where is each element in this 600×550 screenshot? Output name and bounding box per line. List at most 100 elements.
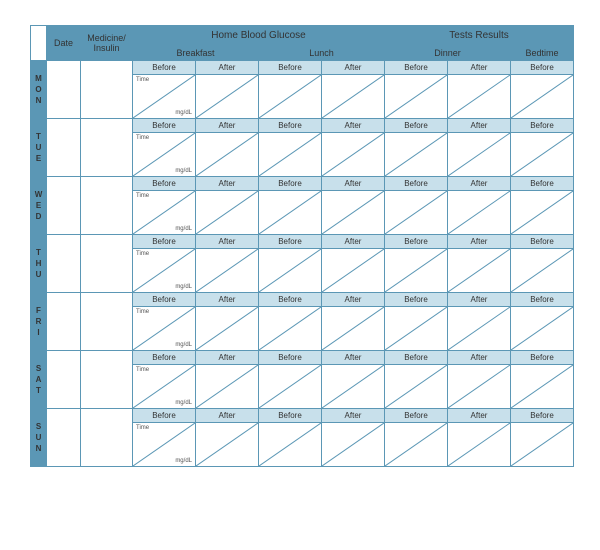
glucose-cell[interactable] [385, 307, 448, 351]
glucose-cell[interactable] [322, 249, 385, 293]
glucose-cell[interactable] [448, 249, 511, 293]
sub-after: After [448, 293, 511, 307]
date-cell-wed[interactable] [47, 177, 81, 235]
sub-after: After [322, 119, 385, 133]
date-cell-sat[interactable] [47, 351, 81, 409]
glucose-cell[interactable]: Timemg/dL [133, 191, 196, 235]
glucose-cell[interactable] [259, 191, 322, 235]
glucose-cell[interactable] [448, 75, 511, 119]
glucose-cell[interactable] [196, 365, 259, 409]
glucose-cell[interactable] [259, 249, 322, 293]
glucose-cell[interactable] [448, 365, 511, 409]
date-cell-sun[interactable] [47, 409, 81, 467]
sub-before: Before [133, 409, 196, 423]
glucose-cell[interactable]: Timemg/dL [133, 423, 196, 467]
glucose-cell[interactable] [259, 423, 322, 467]
unit-label: mg/dL [175, 284, 192, 290]
sub-before: Before [133, 177, 196, 191]
header-dinner: Dinner [385, 46, 511, 61]
glucose-cell[interactable] [322, 191, 385, 235]
glucose-cell[interactable] [259, 133, 322, 177]
sub-before: Before [259, 293, 322, 307]
glucose-cell[interactable] [385, 133, 448, 177]
glucose-cell[interactable] [196, 307, 259, 351]
glucose-cell[interactable] [322, 307, 385, 351]
medicine-cell-tue[interactable] [81, 119, 133, 177]
sub-after: After [196, 409, 259, 423]
date-cell-mon[interactable] [47, 61, 81, 119]
glucose-log-table: Date Medicine/ Insulin Home Blood Glucos… [30, 25, 574, 467]
glucose-cell[interactable]: Timemg/dL [133, 249, 196, 293]
sub-before: Before [385, 293, 448, 307]
header-date: Date [47, 26, 81, 61]
sub-before: Before [259, 235, 322, 249]
sub-before: Before [133, 351, 196, 365]
sub-before: Before [259, 61, 322, 75]
header-breakfast: Breakfast [133, 46, 259, 61]
glucose-cell[interactable] [511, 191, 574, 235]
sub-after: After [322, 351, 385, 365]
sub-before: Before [133, 293, 196, 307]
glucose-cell[interactable]: Timemg/dL [133, 307, 196, 351]
sub-after: After [448, 409, 511, 423]
glucose-cell[interactable]: Timemg/dL [133, 133, 196, 177]
glucose-cell[interactable] [385, 191, 448, 235]
header-medicine: Medicine/ Insulin [81, 26, 133, 61]
glucose-cell[interactable] [196, 75, 259, 119]
glucose-cell[interactable] [511, 133, 574, 177]
sub-before: Before [385, 409, 448, 423]
corner-blank [31, 26, 47, 61]
glucose-cell[interactable] [322, 75, 385, 119]
medicine-cell-thu[interactable] [81, 235, 133, 293]
glucose-cell[interactable] [196, 191, 259, 235]
glucose-cell[interactable]: Timemg/dL [133, 75, 196, 119]
sub-before: Before [259, 177, 322, 191]
date-cell-fri[interactable] [47, 293, 81, 351]
day-wed: WED [31, 177, 47, 235]
glucose-cell[interactable] [511, 249, 574, 293]
medicine-cell-mon[interactable] [81, 61, 133, 119]
glucose-cell[interactable] [196, 133, 259, 177]
title-home-glucose: Home Blood Glucose [133, 26, 385, 46]
sub-before: Before [133, 61, 196, 75]
medicine-cell-sun[interactable] [81, 409, 133, 467]
sub-before: Before [385, 235, 448, 249]
sub-before: Before [511, 177, 574, 191]
glucose-cell[interactable] [322, 133, 385, 177]
glucose-cell[interactable] [322, 365, 385, 409]
glucose-cell[interactable] [385, 365, 448, 409]
day-thu: THU [31, 235, 47, 293]
glucose-cell[interactable] [385, 249, 448, 293]
glucose-cell[interactable] [511, 307, 574, 351]
unit-label: mg/dL [175, 342, 192, 348]
glucose-cell[interactable] [448, 423, 511, 467]
glucose-cell[interactable] [511, 423, 574, 467]
glucose-cell[interactable] [385, 423, 448, 467]
glucose-cell[interactable] [448, 133, 511, 177]
sub-after: After [196, 119, 259, 133]
glucose-cell[interactable] [385, 75, 448, 119]
glucose-cell[interactable] [511, 75, 574, 119]
glucose-cell[interactable]: Timemg/dL [133, 365, 196, 409]
glucose-cell[interactable] [259, 365, 322, 409]
glucose-cell[interactable] [196, 423, 259, 467]
glucose-cell[interactable] [322, 423, 385, 467]
sub-after: After [448, 235, 511, 249]
medicine-cell-fri[interactable] [81, 293, 133, 351]
sub-before: Before [385, 177, 448, 191]
glucose-cell[interactable] [259, 75, 322, 119]
date-cell-thu[interactable] [47, 235, 81, 293]
medicine-cell-sat[interactable] [81, 351, 133, 409]
date-cell-tue[interactable] [47, 119, 81, 177]
day-sat: SAT [31, 351, 47, 409]
glucose-cell[interactable] [448, 191, 511, 235]
medicine-cell-wed[interactable] [81, 177, 133, 235]
unit-label: mg/dL [175, 400, 192, 406]
sub-after: After [196, 235, 259, 249]
glucose-cell[interactable] [259, 307, 322, 351]
sub-before: Before [133, 235, 196, 249]
glucose-cell[interactable] [196, 249, 259, 293]
glucose-cell[interactable] [448, 307, 511, 351]
sub-after: After [322, 235, 385, 249]
glucose-cell[interactable] [511, 365, 574, 409]
